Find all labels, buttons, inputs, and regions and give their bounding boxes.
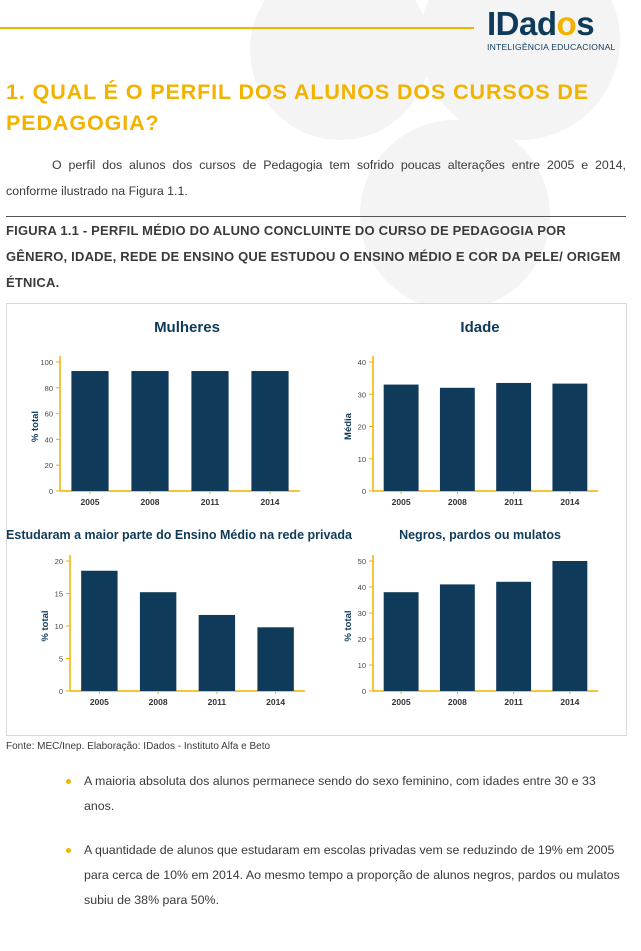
bar	[191, 371, 229, 491]
background-shape	[250, 0, 430, 140]
chart-title: Negros, pardos ou mulatos	[399, 528, 561, 542]
bar	[139, 592, 177, 691]
bar	[81, 570, 118, 691]
x-tick-label: 2005	[81, 497, 100, 507]
x-tick-label: 2008	[448, 497, 467, 507]
x-tick-label: 2008	[141, 497, 160, 507]
bullet-item: A quantidade de alunos que estudaram em …	[66, 838, 626, 913]
x-tick-label: 2011	[208, 697, 227, 707]
bar	[439, 387, 475, 491]
y-tick-label: 10	[358, 455, 366, 464]
y-tick-label: 60	[45, 410, 53, 419]
bar	[251, 371, 289, 491]
bar	[257, 627, 294, 691]
chart-title: Estudaram a maior parte do Ensino Médio …	[7, 528, 353, 542]
section-heading: 1. QUAL É O PERFIL DOS ALUNOS DOS CURSOS…	[6, 80, 590, 135]
y-tick-label: 80	[45, 384, 53, 393]
y-tick-label: 20	[55, 557, 63, 566]
y-tick-label: 20	[358, 423, 366, 432]
y-tick-label: 30	[358, 390, 366, 399]
bullet-item: A maioria absoluta dos alunos permanece …	[66, 769, 626, 819]
bullet-list: A maioria absoluta dos alunos permanece …	[66, 769, 626, 932]
y-tick-label: 0	[362, 487, 366, 496]
y-tick-label: 20	[358, 635, 366, 644]
brand-logo: IDados INTELIGÊNCIA EDUCACIONAL	[487, 5, 627, 53]
y-tick-label: 5	[59, 655, 63, 664]
bar	[552, 383, 588, 491]
y-tick-label: 50	[358, 557, 366, 566]
x-tick-label: 2008	[448, 697, 467, 707]
figure-title: FIGURA 1.1 - PERFIL MÉDIO DO ALUNO CONCL…	[6, 223, 621, 290]
y-tick-label: 0	[49, 487, 53, 496]
background-shape	[360, 120, 550, 310]
x-tick-label: 2005	[90, 697, 109, 707]
chart-title: Mulheres	[154, 319, 220, 336]
bar	[496, 581, 532, 691]
intro-paragraph: O perfil dos alunos dos cursos de Pedago…	[6, 158, 626, 198]
x-tick-label: 2014	[560, 497, 579, 507]
x-tick-label: 2014	[266, 697, 285, 707]
bar	[71, 371, 109, 491]
logo-tagline: INTELIGÊNCIA EDUCACIONAL	[487, 42, 616, 52]
y-axis-label: % total	[343, 610, 354, 641]
x-tick-label: 2011	[201, 497, 220, 507]
figure-panel: Mulheres 0 20 40 60 80 100% total 2005 2008 2011 2…	[6, 303, 627, 736]
y-axis-label: % total	[30, 411, 41, 442]
bullet-text: A quantidade de alunos que estudaram em …	[84, 843, 620, 907]
x-tick-label: 2014	[560, 697, 579, 707]
figure-rule	[6, 216, 626, 217]
bullet-text: A maioria absoluta dos alunos permanece …	[84, 774, 596, 813]
y-tick-label: 40	[45, 435, 53, 444]
chart-title: Idade	[460, 319, 499, 336]
x-tick-label: 2005	[392, 497, 411, 507]
y-tick-label: 30	[358, 609, 366, 618]
y-tick-label: 15	[55, 590, 63, 599]
bar	[383, 592, 419, 691]
y-axis-label: % total	[40, 610, 51, 641]
y-tick-label: 10	[55, 622, 63, 631]
figure-source: Fonte: MEC/Inep. Elaboração: IDados - In…	[6, 741, 271, 752]
y-axis-label: Média	[343, 412, 354, 440]
x-tick-label: 2008	[149, 697, 168, 707]
bullet-dot	[66, 848, 71, 853]
logo-wordmark: IDados	[487, 5, 595, 42]
x-tick-label: 2011	[504, 697, 523, 707]
bar	[198, 614, 236, 691]
bar	[439, 584, 475, 691]
y-tick-label: 0	[59, 687, 63, 696]
bullet-dot	[66, 779, 71, 784]
bar	[131, 371, 169, 491]
y-tick-label: 100	[40, 358, 53, 367]
y-tick-label: 40	[358, 358, 366, 367]
y-tick-label: 10	[358, 661, 366, 670]
bar	[383, 384, 419, 491]
bar	[496, 382, 532, 491]
x-tick-label: 2014	[261, 497, 280, 507]
y-tick-label: 20	[45, 461, 53, 470]
x-tick-label: 2011	[504, 497, 523, 507]
y-tick-label: 40	[358, 583, 366, 592]
y-tick-label: 0	[362, 687, 366, 696]
bar	[552, 561, 588, 691]
header-rule	[0, 27, 474, 29]
x-tick-label: 2005	[392, 697, 411, 707]
